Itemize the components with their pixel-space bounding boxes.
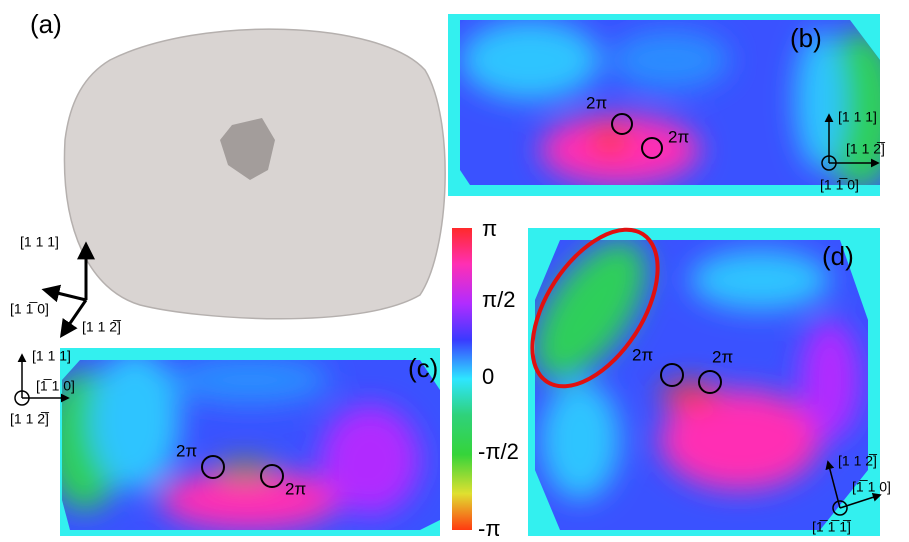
axis-label: [1̅ 1 0] (36, 378, 75, 394)
axis-label: [1 1 1] (32, 348, 71, 364)
vortex-label: 2π (712, 347, 733, 366)
axis-label: [1 1 1] (20, 234, 59, 250)
vortex-label: 2π (668, 127, 689, 146)
axis-label: [1 1̅ 0] (820, 177, 859, 193)
phase-map (45, 350, 442, 535)
colorbar-label: 0 (482, 364, 494, 389)
axis-label: [1 1 2̅] (82, 319, 122, 335)
axis-label: [1̅ 1 0] (852, 479, 891, 495)
page: {"panels": [ {"label": "(a)", "axes": ["… (0, 0, 909, 542)
figure: (a) [1 1 1] [1 1̅ 0] [1 1 2̅] (b) 2π 2π … (0, 0, 909, 542)
phase-map (455, 18, 900, 190)
axis-label: [1 1 2̅] (846, 141, 886, 157)
colorbar-label: π/2 (482, 287, 516, 312)
colorbar-label: -π/2 (478, 439, 519, 464)
vortex-label: 2π (632, 345, 653, 364)
panel-label: (c) (408, 353, 438, 383)
axis-arrow (45, 290, 86, 300)
axis-label: [1 1 2̅] (838, 453, 878, 469)
axis-label: [1 1 2̅] (10, 411, 50, 427)
panel-label: (d) (822, 241, 854, 271)
colorbar-label: -π (478, 516, 501, 541)
panel-label: (a) (30, 9, 62, 39)
vortex-label: 2π (285, 479, 306, 498)
vortex-label: 2π (176, 441, 197, 460)
colorbar (452, 228, 472, 530)
axis-label: [1 1̅ 0] (10, 301, 49, 317)
colorbar-label: π (482, 216, 497, 241)
panel-label: (b) (790, 23, 822, 53)
vortex-label: 2π (586, 93, 607, 112)
axis-label: [1̅ 1̅ 1̅] (812, 519, 852, 535)
axis-label: [1 1 1] (838, 109, 877, 125)
